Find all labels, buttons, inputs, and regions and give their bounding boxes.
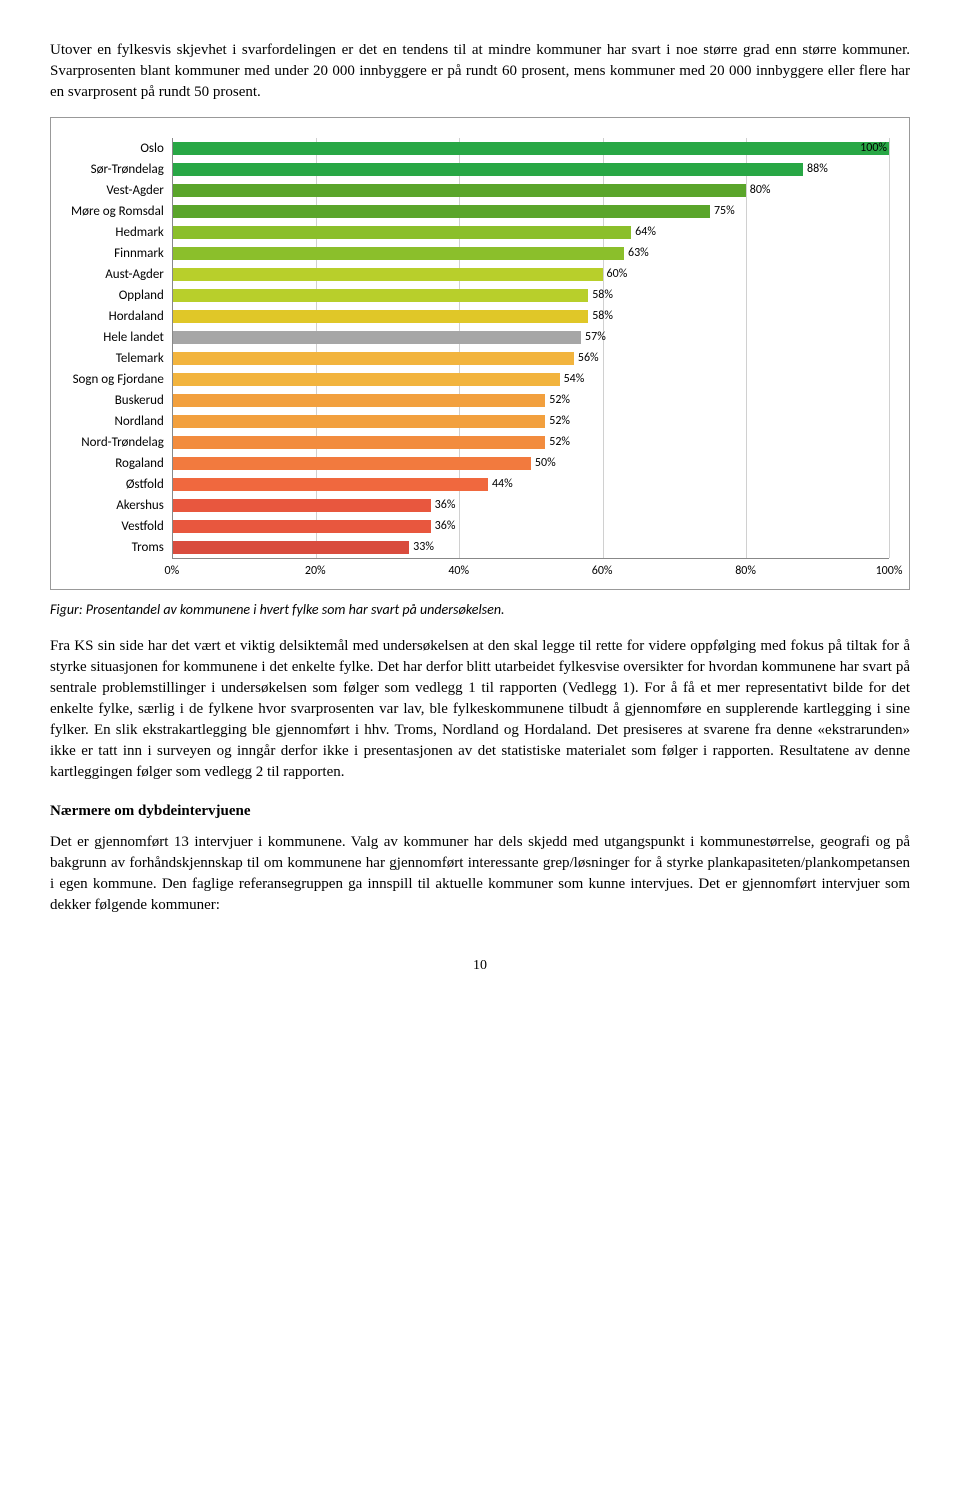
bar-row: 36% — [173, 495, 889, 516]
category-label: Buskerud — [71, 390, 164, 411]
bar-chart: OsloSør-TrøndelagVest-AgderMøre og Romsd… — [71, 138, 889, 579]
plot-area: 100% 88% 80% 75% 64% 63%60% 58% 58% 57% 56% 54% 52%… — [172, 138, 889, 559]
bar-row: 60% — [173, 264, 889, 285]
bar-row: 58% — [173, 306, 889, 327]
category-label: Oppland — [71, 285, 164, 306]
category-label: Oslo — [71, 138, 164, 159]
bar-row: 54% — [173, 369, 889, 390]
bar-row: 64% — [173, 222, 889, 243]
category-label: Vest-Agder — [71, 180, 164, 201]
category-label: Telemark — [71, 348, 164, 369]
bar-row: 36% — [173, 516, 889, 537]
bar-row: 58% — [173, 285, 889, 306]
bar-row: 52% — [173, 390, 889, 411]
bar — [173, 373, 560, 386]
bar-row: 100% — [173, 138, 889, 159]
bar — [173, 247, 624, 260]
bar — [173, 478, 488, 491]
bar — [173, 436, 545, 449]
category-label: Rogaland — [71, 453, 164, 474]
bar-row: 52% — [173, 411, 889, 432]
x-axis: 0%20%40%60%80%100% — [172, 563, 889, 579]
category-label: Vestfold — [71, 516, 164, 537]
bar — [173, 310, 588, 323]
bar-value-label: 33% — [413, 539, 434, 556]
bar — [173, 520, 431, 533]
bar-row: 52% — [173, 432, 889, 453]
category-label: Nordland — [71, 411, 164, 432]
x-tick-label: 100% — [876, 563, 903, 580]
bar-value-label: 52% — [549, 392, 570, 409]
bar — [173, 268, 603, 281]
bar-row: 44% — [173, 474, 889, 495]
y-axis-labels: OsloSør-TrøndelagVest-AgderMøre og Romsd… — [71, 138, 172, 579]
chart-container: OsloSør-TrøndelagVest-AgderMøre og Romsd… — [50, 117, 910, 590]
paragraph-body: Fra KS sin side har det vært et viktig d… — [50, 636, 910, 783]
bar-value-label: 58% — [592, 287, 613, 304]
bar-row: 57% — [173, 327, 889, 348]
bar-row: 88% — [173, 159, 889, 180]
x-tick-label: 40% — [448, 563, 469, 580]
category-label: Møre og Romsdal — [71, 201, 164, 222]
category-label: Hedmark — [71, 222, 164, 243]
bar-row: 63% — [173, 243, 889, 264]
bar-value-label: 36% — [435, 518, 456, 535]
paragraph-intro: Utover en fylkesvis skjevhet i svarforde… — [50, 40, 910, 103]
figure-caption: Figur: Prosentandel av kommunene i hvert… — [50, 600, 910, 620]
bar-row: 50% — [173, 453, 889, 474]
category-label: Hele landet — [71, 327, 164, 348]
bar-row: 80% — [173, 180, 889, 201]
section-heading: Nærmere om dybdeintervjuene — [50, 801, 910, 822]
bar-row: 56% — [173, 348, 889, 369]
category-label: Sør-Trøndelag — [71, 159, 164, 180]
paragraph-interviews: Det er gjennomført 13 intervjuer i kommu… — [50, 832, 910, 916]
category-label: Sogn og Fjordane — [71, 369, 164, 390]
bar-value-label: 56% — [578, 350, 599, 367]
bar — [173, 142, 889, 155]
category-label: Nord-Trøndelag — [71, 432, 164, 453]
bar — [173, 394, 545, 407]
bar-value-label: 100% — [860, 140, 887, 157]
bar-value-label: 54% — [564, 371, 585, 388]
bar — [173, 415, 545, 428]
category-label: Aust-Agder — [71, 264, 164, 285]
bar — [173, 163, 803, 176]
bar — [173, 184, 746, 197]
bar-value-label: 52% — [549, 413, 570, 430]
bar — [173, 205, 710, 218]
bar — [173, 289, 588, 302]
bar — [173, 352, 574, 365]
category-label: Akershus — [71, 495, 164, 516]
category-label: Troms — [71, 537, 164, 558]
x-tick-label: 20% — [305, 563, 326, 580]
x-tick-label: 60% — [592, 563, 613, 580]
bar-value-label: 75% — [714, 203, 735, 220]
bar-value-label: 36% — [435, 497, 456, 514]
bar-row: 75% — [173, 201, 889, 222]
bar — [173, 226, 631, 239]
bar-value-label: 63% — [628, 245, 649, 262]
bar-value-label: 50% — [535, 455, 556, 472]
bar-value-label: 60% — [607, 266, 628, 283]
plot-wrapper: 100%88%80%75%64%63%60%58%58%57%56%54%52%… — [172, 138, 889, 579]
bar-value-label: 44% — [492, 476, 513, 493]
bar — [173, 457, 531, 470]
bar-value-label: 88% — [807, 161, 828, 178]
bar-value-label: 52% — [549, 434, 570, 451]
bar — [173, 499, 431, 512]
category-label: Finnmark — [71, 243, 164, 264]
bar-value-label: 57% — [585, 329, 606, 346]
page-number: 10 — [50, 956, 910, 976]
bar-value-label: 58% — [592, 308, 613, 325]
bar — [173, 331, 581, 344]
bar-row: 33% — [173, 537, 889, 558]
bar — [173, 541, 409, 554]
x-tick-label: 0% — [165, 563, 180, 580]
bar-value-label: 64% — [635, 224, 656, 241]
category-label: Hordaland — [71, 306, 164, 327]
bar-value-label: 80% — [750, 182, 771, 199]
category-label: Østfold — [71, 474, 164, 495]
gridline — [889, 138, 890, 558]
x-tick-label: 80% — [735, 563, 756, 580]
